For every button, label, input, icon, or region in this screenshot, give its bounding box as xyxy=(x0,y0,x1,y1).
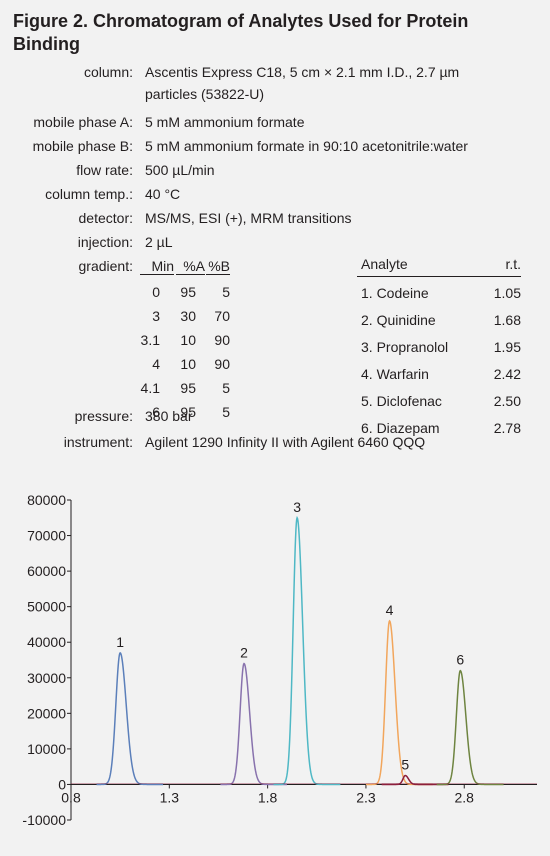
analyte-rt: 2.78 xyxy=(493,420,521,436)
y-tick-label: -10000 xyxy=(22,812,66,828)
analyte-rt: 2.42 xyxy=(493,366,521,382)
gradient-cell: 95 xyxy=(180,284,196,300)
gradient-cell: 5 xyxy=(222,404,230,420)
gradient-cell: 10 xyxy=(180,356,196,372)
gradient-cell: 4.1 xyxy=(140,380,160,396)
analyte-header-rt: r.t. xyxy=(505,256,521,272)
gradient-cell: 95 xyxy=(180,380,196,396)
chart-peak-labels: 1 2 3 4 5 6 xyxy=(116,499,464,773)
gradient-cell: 3 xyxy=(152,308,160,324)
condition-label: column temp.: xyxy=(45,186,133,202)
figure-title: Figure 2. Chromatogram of Analytes Used … xyxy=(13,11,469,54)
condition-value: 40 °C xyxy=(145,186,181,202)
gradient-cell: 90 xyxy=(214,356,230,372)
condition-label: pressure: xyxy=(74,408,133,424)
condition-label: detector: xyxy=(78,210,133,226)
condition-label: mobile phase A: xyxy=(33,114,133,130)
gradient-table: Min %A %B 0 95 5 3 30 70 3.1 10 90 4 10 … xyxy=(0,258,550,428)
analyte-name: 1. Codeine xyxy=(361,285,429,301)
analyte-name: 4. Warfarin xyxy=(361,366,429,382)
analyte-table-header: Analyte r.t. xyxy=(357,256,521,277)
peak-trace-3 xyxy=(273,515,341,786)
peak-trace-6 xyxy=(436,669,504,786)
x-tick-label: 1.3 xyxy=(160,789,180,805)
gradient-cell: 90 xyxy=(214,332,230,348)
chromatogram-chart: 80000 70000 60000 50000 40000 30000 20000 10000… xyxy=(22,492,537,828)
condition-value: 2 µL xyxy=(145,234,173,250)
condition-value: 5 mM ammonium formate xyxy=(145,114,305,130)
gradient-cell: 95 xyxy=(180,404,196,420)
y-tick-label: 10000 xyxy=(27,741,66,757)
y-tick-label: 70000 xyxy=(27,528,66,544)
gradient-header-min: Min xyxy=(140,258,174,275)
peak-label-5: 5 xyxy=(401,757,409,773)
gradient-header-a: %A xyxy=(176,258,205,275)
condition-value: Agilent 1290 Infinity II with Agilent 64… xyxy=(145,434,426,450)
y-tick-label: 20000 xyxy=(27,705,66,721)
analyte-name: 3. Propranolol xyxy=(361,339,449,355)
x-tick-label: 2.3 xyxy=(356,789,376,805)
condition-label: column: xyxy=(83,64,133,80)
y-tick-label: 60000 xyxy=(27,563,66,579)
gradient-cell: 6 xyxy=(152,404,160,420)
peak-label-3: 3 xyxy=(293,499,301,515)
peak-trace-2 xyxy=(220,662,287,786)
gradient-cell: 10 xyxy=(180,332,196,348)
peak-label-4: 4 xyxy=(386,602,394,618)
gradient-cell: 0 xyxy=(152,284,160,300)
gradient-cell: 30 xyxy=(180,308,196,324)
analyte-name: 6. Diazepam xyxy=(361,420,440,436)
gradient-cell: 70 xyxy=(214,308,230,324)
analyte-rt: 2.50 xyxy=(493,393,521,409)
condition-value: MS/MS, ESI (+), MRM transitions xyxy=(145,210,352,226)
analyte-rt: 1.05 xyxy=(493,285,521,301)
x-tick-label: 1.8 xyxy=(258,789,278,805)
x-tick-label: 2.8 xyxy=(455,789,475,805)
y-tick-label: 0 xyxy=(58,776,66,792)
peak-label-2: 2 xyxy=(240,645,248,661)
peak-label-1: 1 xyxy=(116,634,124,650)
gradient-header-b: %B xyxy=(206,258,230,275)
x-tick-label: 0.8 xyxy=(61,789,81,805)
gradient-cell: 3.1 xyxy=(140,332,160,348)
y-tick-label: 80000 xyxy=(27,492,66,508)
chart-axes: 80000 70000 60000 50000 40000 30000 20000 10000… xyxy=(22,492,537,828)
condition-value: 500 µL/min xyxy=(145,162,215,178)
y-tick-label: 30000 xyxy=(27,670,66,686)
gradient-cell: 5 xyxy=(222,284,230,300)
condition-value: 5 mM ammonium formate in 90:10 acetonitr… xyxy=(145,138,468,154)
condition-label: mobile phase B: xyxy=(32,138,133,154)
condition-label: gradient: xyxy=(78,258,133,274)
analyte-rt: 1.68 xyxy=(493,312,521,328)
gradient-cell: 5 xyxy=(222,380,230,396)
analyte-header-name: Analyte xyxy=(361,256,408,272)
y-tick-label: 50000 xyxy=(27,599,66,615)
analyte-name: 2. Quinidine xyxy=(361,312,436,328)
peak-trace-4 xyxy=(365,619,433,786)
condition-label: injection: xyxy=(77,234,133,250)
analyte-name: 5. Diclofenac xyxy=(361,393,442,409)
analyte-rt: 1.95 xyxy=(493,339,521,355)
peak-label-6: 6 xyxy=(456,652,464,668)
condition-value: 380 bar xyxy=(145,408,193,424)
peak-trace-1 xyxy=(96,651,164,786)
condition-value-continued: particles (53822-U) xyxy=(145,86,265,102)
condition-label: instrument: xyxy=(63,434,133,450)
y-tick-label: 40000 xyxy=(27,634,66,650)
condition-value: Ascentis Express C18, 5 cm × 2.1 mm I.D.… xyxy=(145,64,460,80)
chart-traces xyxy=(71,515,537,786)
condition-label: flow rate: xyxy=(76,162,133,178)
gradient-cell: 4 xyxy=(152,356,160,372)
